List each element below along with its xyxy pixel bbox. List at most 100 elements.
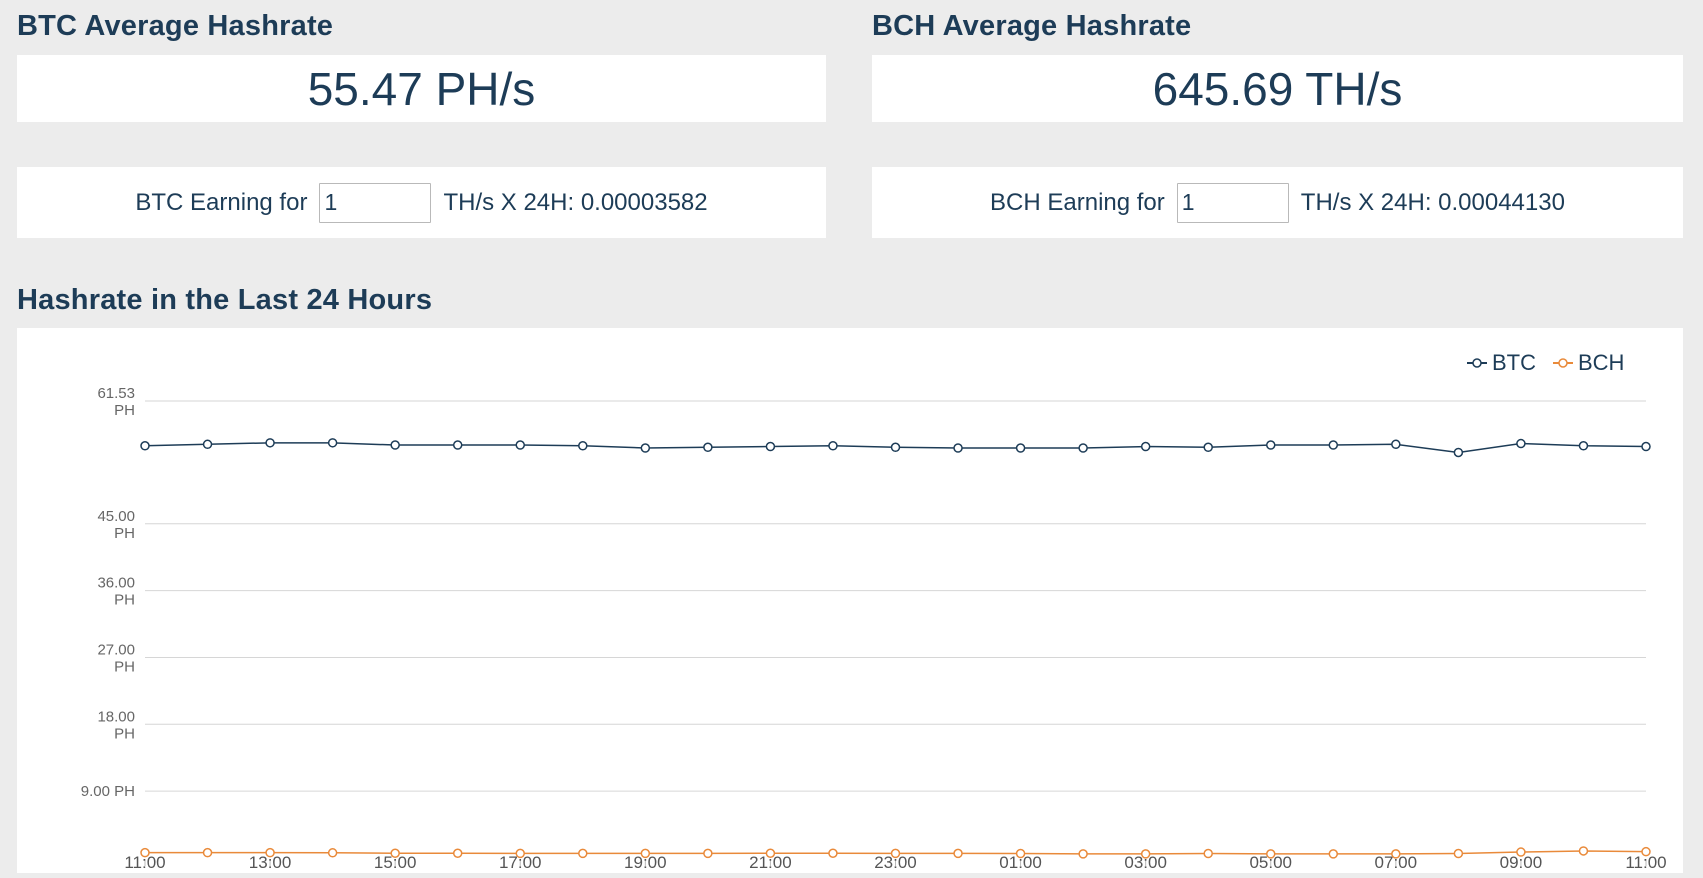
chart-series xyxy=(140,438,1651,859)
btc-data-point xyxy=(828,441,838,451)
btc-data-point xyxy=(1078,443,1088,453)
y-tick-label: 61.53 PH xyxy=(97,385,135,419)
x-tick-label: 05:00 xyxy=(1249,853,1292,872)
btc-hashrate-input[interactable] xyxy=(319,182,432,223)
btc-data-point xyxy=(1453,447,1464,458)
btc-data-point xyxy=(1266,440,1276,450)
legend-label: BTC xyxy=(1492,350,1536,375)
btc-data-point xyxy=(140,441,150,451)
x-tick-label: 23:00 xyxy=(874,853,917,872)
x-axis-labels: 11:00 13:00 15:00 17:00 19:00 21:00 23:00 01:00… xyxy=(124,853,1666,872)
bch-data-point xyxy=(828,848,838,858)
y-tick-unit: PH xyxy=(114,658,135,675)
btc-data-point xyxy=(640,443,651,453)
chart-section-title: Hashrate in the Last 24 Hours xyxy=(17,284,433,316)
bch-average-hashrate-panel: 645.69 TH/s xyxy=(872,55,1683,122)
x-tick-label: 09:00 xyxy=(1500,853,1543,872)
y-tick-number: 36.00 xyxy=(97,575,135,592)
btc-data-point xyxy=(452,440,463,450)
bch-data-point xyxy=(703,848,713,859)
legend-item-bch[interactable]: BCH xyxy=(1553,350,1624,375)
btc-data-point xyxy=(515,440,525,450)
x-tick-label: 15:00 xyxy=(374,853,417,872)
series-btc xyxy=(140,438,1651,458)
btc-data-point xyxy=(578,441,588,451)
btc-data-point xyxy=(265,438,275,448)
bch-data-point xyxy=(1266,849,1276,859)
btc-earning-result: TH/s X 24H: 0.00003582 xyxy=(443,188,708,216)
bch-earning-label: BCH Earning for xyxy=(990,188,1165,216)
btc-data-point xyxy=(1328,440,1339,450)
y-tick-label: 36.00 PH xyxy=(97,575,135,609)
y-tick-number: 61.53 xyxy=(97,385,135,402)
y-tick-label: 9.00 PH xyxy=(81,783,135,800)
legend-label: BCH xyxy=(1578,350,1624,375)
legend-marker-icon xyxy=(1558,358,1568,368)
btc-data-point xyxy=(1641,441,1651,452)
btc-earning-panel: BTC Earning for TH/s X 24H: 0.00003582 xyxy=(17,167,826,238)
btc-data-point xyxy=(1516,438,1526,449)
bch-data-point xyxy=(202,847,213,858)
btc-data-point xyxy=(890,442,901,453)
y-tick-label: 27.00 PH xyxy=(97,641,135,675)
bch-data-point xyxy=(765,848,776,858)
y-tick-unit: PH xyxy=(114,592,135,609)
bch-data-point xyxy=(1015,848,1026,859)
x-tick-label: 03:00 xyxy=(1124,853,1167,872)
bch-data-point xyxy=(265,847,275,858)
btc-data-point xyxy=(202,439,213,450)
y-tick-label: 45.00 PH xyxy=(97,508,135,542)
btc-data-point xyxy=(703,442,713,453)
bch-data-point xyxy=(578,848,588,859)
legend-item-btc[interactable]: BTC xyxy=(1467,350,1536,375)
bch-data-point xyxy=(640,848,651,859)
bch-data-point xyxy=(140,847,150,858)
bch-data-point xyxy=(1516,847,1526,857)
x-tick-label: 21:00 xyxy=(749,853,792,872)
btc-average-hashrate-panel: 55.47 PH/s xyxy=(17,55,826,122)
y-tick-label: 18.00 PH xyxy=(97,708,135,742)
x-tick-label: 01:00 xyxy=(999,853,1042,872)
bch-data-point xyxy=(1391,849,1401,859)
btc-data-point xyxy=(390,440,400,450)
bch-data-point xyxy=(515,848,525,859)
bch-hashrate-input[interactable] xyxy=(1176,182,1289,223)
btc-data-point xyxy=(953,443,963,453)
y-tick-number: 45.00 xyxy=(97,508,135,525)
y-tick-number: 27.00 xyxy=(97,641,135,658)
y-tick-unit: PH xyxy=(114,525,135,542)
btc-data-point xyxy=(765,441,776,452)
btc-data-point xyxy=(1578,441,1589,451)
x-tick-label: 17:00 xyxy=(499,853,542,872)
btc-data-point xyxy=(1203,442,1213,453)
x-tick-label: 07:00 xyxy=(1375,853,1418,872)
bch-data-point xyxy=(1203,848,1213,859)
bch-data-point xyxy=(1453,848,1464,859)
btc-data-point xyxy=(1015,443,1026,453)
legend-marker-icon xyxy=(1472,358,1482,368)
bch-data-point xyxy=(890,848,901,859)
bch-data-point xyxy=(1641,846,1651,857)
bch-earning-panel: BCH Earning for TH/s X 24H: 0.00044130 xyxy=(872,167,1683,238)
bch-average-hashrate-title: BCH Average Hashrate xyxy=(872,10,1192,42)
btc-average-hashrate-title: BTC Average Hashrate xyxy=(17,10,334,42)
chart-legend[interactable]: BTC BCH xyxy=(1467,350,1624,375)
x-tick-label: 19:00 xyxy=(624,853,667,872)
bch-data-point xyxy=(327,848,338,858)
btc-data-point xyxy=(1391,439,1401,450)
chart-gridlines xyxy=(145,400,1646,792)
y-tick-unit: PH xyxy=(114,725,135,742)
bch-data-point xyxy=(390,848,400,858)
btc-data-point xyxy=(327,438,338,448)
bch-earning-result: TH/s X 24H: 0.00044130 xyxy=(1300,188,1565,216)
bch-data-point xyxy=(452,848,463,858)
bch-average-hashrate-value: 645.69 TH/s xyxy=(1152,62,1403,115)
y-tick-number: 18.00 xyxy=(97,708,135,725)
btc-data-point xyxy=(1140,441,1151,452)
x-tick-label: 11:00 xyxy=(124,853,165,872)
y-tick-number: 9.00 PH xyxy=(81,783,135,800)
x-tick-label: 11:00 xyxy=(1625,853,1666,872)
hashrate-chart-panel: 61.53 PH 45.00 PH 36.00 PH 27.00 PH 18.00 PH 9.00 … xyxy=(17,328,1683,873)
